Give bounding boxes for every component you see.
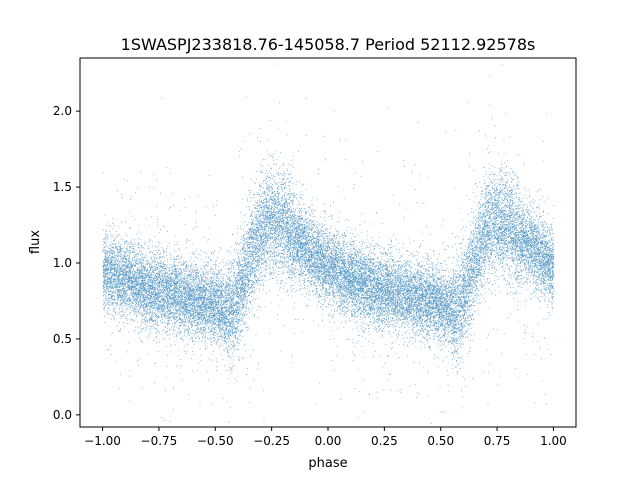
x-axis-label: phase <box>308 456 347 471</box>
y-tick-label: 0.0 <box>53 408 72 422</box>
y-axis-label: flux <box>28 230 43 254</box>
y-tick-label: 1.5 <box>53 180 72 194</box>
x-tick-label: −0.75 <box>141 434 178 448</box>
x-tick-label: 0.25 <box>371 434 398 448</box>
data-points <box>102 63 555 425</box>
y-axis-ticks: 0.0 0.5 1.0 1.5 2.0 <box>53 104 80 422</box>
x-tick-label: −1.00 <box>84 434 121 448</box>
x-axis-ticks: −1.00 −0.75 −0.50 −0.25 0.00 0.25 0.50 0.75 1.00 <box>84 427 567 448</box>
x-tick-label: 1.00 <box>540 434 567 448</box>
x-tick-label: −0.50 <box>197 434 234 448</box>
x-tick-label: −0.25 <box>253 434 290 448</box>
x-tick-label: 0.50 <box>427 434 454 448</box>
y-tick-label: 1.0 <box>53 256 72 270</box>
x-tick-label: 0.75 <box>484 434 511 448</box>
x-tick-label: 0.00 <box>315 434 342 448</box>
y-tick-label: 0.5 <box>53 332 72 346</box>
y-tick-label: 2.0 <box>53 104 72 118</box>
chart-title: 1SWASPJ233818.76-145058.7 Period 52112.9… <box>121 35 536 54</box>
scatter-series-flux <box>102 63 555 425</box>
